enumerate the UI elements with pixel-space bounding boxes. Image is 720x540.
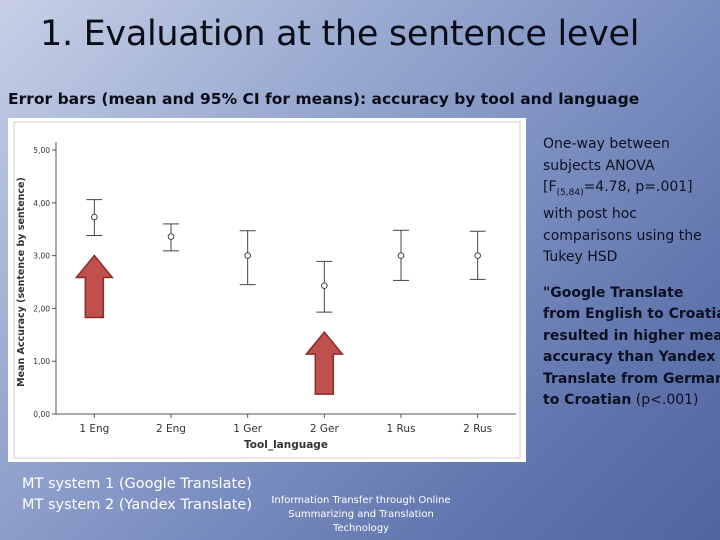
x-tick-label: 2 Ger	[310, 423, 340, 435]
anova-f-open: [F	[543, 179, 557, 195]
y-axis-title: Mean Accuracy (sentence by sentence)	[16, 177, 27, 387]
mt-system-legend: MT system 1 (Google Translate) MT system…	[22, 474, 252, 516]
x-tick-label: 1 Ger	[233, 423, 263, 435]
x-tick-label: 1 Rus	[387, 423, 416, 435]
y-tick-label: 1,00	[33, 357, 50, 366]
slide-subtitle: Error bars (mean and 95% CI for means): …	[8, 90, 640, 108]
y-tick-label: 4,00	[33, 199, 50, 208]
result-main-text: "Google Translate from English to Croatia…	[543, 284, 720, 409]
y-tick-label: 2,00	[33, 304, 50, 313]
mean-point	[397, 252, 405, 259]
chart-panel: 0,00 1,00 2,00 3,00 4,00 5,00 Mean Accuracy (s…	[8, 118, 526, 462]
anova-description: One-way between subjects ANOVA [F(5,84)=…	[543, 134, 719, 269]
anova-f-rest: =4.78, p=.001] with post hoc comparisons…	[543, 179, 702, 266]
anova-line1: One-way between subjects ANOVA	[543, 136, 670, 174]
mean-point	[244, 252, 251, 259]
mean-point	[167, 233, 175, 240]
y-tick-label: 5,00	[33, 146, 50, 155]
mt-system-1: MT system 1 (Google Translate)	[22, 476, 252, 492]
slide-title: 1. Evaluation at the sentence level	[40, 14, 640, 54]
y-tick-label: 3,00	[33, 252, 50, 261]
footer-caption: Information Transfer through Online Summ…	[271, 495, 451, 534]
result-p-value: (p<.001)	[631, 392, 699, 409]
error-bar-chart: 0,00 1,00 2,00 3,00 4,00 5,00 Mean Accuracy (s…	[13, 121, 521, 459]
mean-point	[474, 252, 481, 259]
result-description: "Google Translate from English to Croatia…	[543, 283, 720, 412]
mean-point	[321, 282, 328, 289]
mt-system-2: MT system 2 (Yandex Translate)	[22, 497, 252, 513]
up-arrow-icon	[74, 254, 114, 319]
chart-frame	[13, 121, 521, 459]
x-axis-title: Tool_language	[244, 439, 328, 451]
x-tick-label: 2 Eng	[156, 423, 186, 435]
x-tick-label: 1 Eng	[79, 423, 109, 435]
x-tick-label: 2 Rus	[463, 423, 492, 435]
up-arrow-icon	[304, 330, 344, 395]
y-tick-label: 0,00	[33, 410, 50, 419]
mean-point	[91, 213, 98, 221]
anova-df: (5,84)	[556, 187, 584, 198]
analysis-notes: One-way between subjects ANOVA [F(5,84)=…	[543, 134, 720, 412]
